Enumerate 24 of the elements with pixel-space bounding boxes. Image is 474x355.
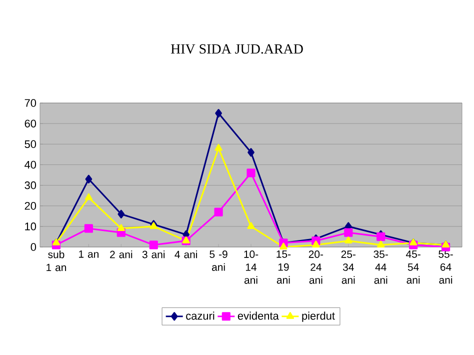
x-tick-label: 10-14 ani [244,250,258,284]
y-tick-label: 40 [24,160,36,169]
x-tick-label: 45-54 ani [406,250,420,284]
legend-label: pierdut [302,312,335,322]
x-tick-label: 4 ani [174,250,198,258]
x-tick-label: 25-34 ani [341,250,356,284]
x-tick-label: 1 an [79,250,98,258]
y-tick-label: 30 [24,181,36,190]
y-tick-label: 0 [30,243,36,251]
y-tick-label: 10 [25,222,36,230]
x-tick-label: 35-44 ani [374,250,388,284]
y-tick-label: 70 [24,99,36,107]
x-tick-label: 3 ani [142,250,165,258]
y-tick-label: 60 [24,120,36,128]
legend-label: evidenta [238,312,279,320]
y-tick-label: 20 [24,202,36,210]
x-tick-label: 2 ani [110,250,132,258]
y-tick-label: 50 [24,140,36,148]
x-tick-label: sub 1 an [46,250,66,272]
x-tick-label: 15-19 ani [276,250,291,284]
x-tick-label: 20-24 ani [308,250,324,284]
x-tick-label: 5 -9 ani [210,250,228,271]
chart-title: HIV SIDA JUD.ARAD [170,44,303,54]
legend-label: cazuri [186,312,214,320]
